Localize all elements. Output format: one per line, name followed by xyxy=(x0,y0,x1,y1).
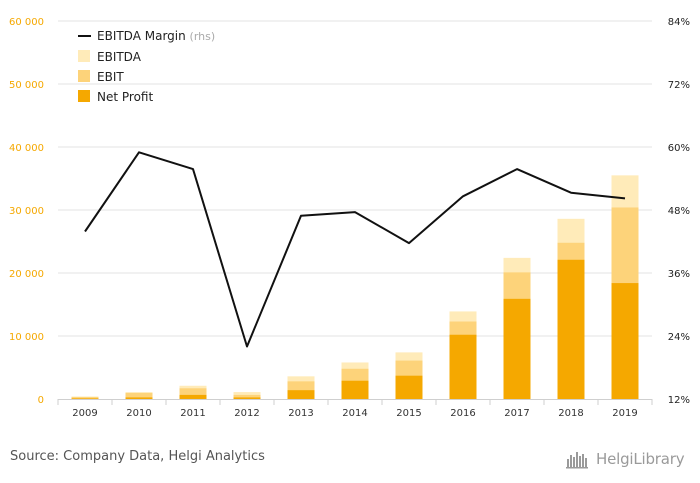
legend-swatch xyxy=(78,70,90,82)
legend-swatch xyxy=(78,90,90,102)
y-right-tick-label: 12% xyxy=(668,395,690,406)
x-tick-label: 2019 xyxy=(612,408,637,419)
bar-ebit xyxy=(125,393,153,399)
bar-net-profit xyxy=(395,375,423,399)
y-right-tick-label: 84% xyxy=(668,17,690,28)
bar-net-profit xyxy=(125,397,153,399)
bar-ebit xyxy=(233,394,261,399)
bar-net-profit xyxy=(611,283,639,399)
bar-net-profit xyxy=(71,398,99,399)
bar-ebit xyxy=(179,388,207,399)
bars xyxy=(71,175,639,399)
y-axis-right: 12% 24% 36% 48% 60% 72% 84% xyxy=(668,17,690,406)
y-left-tick-label: 10 000 xyxy=(9,332,44,343)
y-right-tick-label: 72% xyxy=(668,80,690,91)
legend-label: EBIT xyxy=(97,70,124,84)
bar-net-profit xyxy=(233,397,261,399)
brand-logo: HelgiLibrary xyxy=(566,447,685,471)
x-tick-label: 2014 xyxy=(342,408,367,419)
x-tick-label: 2009 xyxy=(72,408,97,419)
margin-line-path xyxy=(84,151,626,348)
legend-label: Net Profit xyxy=(97,90,153,104)
x-tick-label: 2011 xyxy=(180,408,205,419)
library-icon xyxy=(566,452,588,469)
source-note: Source: Company Data, Helgi Analytics xyxy=(10,449,265,464)
y-left-tick-label: 30 000 xyxy=(9,206,44,217)
y-right-tick-label: 60% xyxy=(668,143,690,154)
x-tick-label: 2010 xyxy=(126,408,151,419)
brand-name: HelgiLibrary xyxy=(596,450,685,468)
x-axis: 2009 2010 2011 2012 2013 2014 2015 2016 2017 2018… xyxy=(57,399,653,419)
gridlines xyxy=(58,20,652,337)
x-tick-label: 2018 xyxy=(558,408,583,419)
x-tick-label: 2015 xyxy=(396,408,421,419)
x-tick-label: 2013 xyxy=(288,408,313,419)
y-right-tick-label: 48% xyxy=(668,206,690,217)
y-right-tick-label: 24% xyxy=(668,332,690,343)
bar-net-profit xyxy=(503,298,531,399)
x-tick-label: 2012 xyxy=(234,408,259,419)
x-tick-label: 2016 xyxy=(450,408,475,419)
legend: EBITDA Margin (rhs) EBITDA EBIT Net Profit xyxy=(78,29,215,104)
y-left-tick-label: 40 000 xyxy=(9,143,44,154)
legend-rhs-note: (rhs) xyxy=(190,30,216,43)
legend-swatch xyxy=(78,50,90,62)
y-left-tick-label: 0 xyxy=(38,395,44,406)
y-right-tick-label: 36% xyxy=(668,269,690,280)
bar-net-profit xyxy=(179,394,207,399)
bar-net-profit xyxy=(557,259,585,399)
x-tick-label: 2017 xyxy=(504,408,529,419)
legend-line-label: EBITDA Margin (rhs) xyxy=(97,29,215,43)
y-left-tick-label: 20 000 xyxy=(9,269,44,280)
y-axis-left: 0 10 000 20 000 30 000 40 000 50 000 60 000 xyxy=(9,17,44,406)
bar-net-profit xyxy=(449,334,477,399)
bar-net-profit xyxy=(341,380,369,399)
margin-line xyxy=(84,151,626,348)
y-left-tick-label: 60 000 xyxy=(9,17,44,28)
y-left-tick-label: 50 000 xyxy=(9,80,44,91)
legend-label: EBITDA xyxy=(97,50,142,64)
bar-ebit xyxy=(71,397,99,399)
bar-net-profit xyxy=(287,390,315,399)
